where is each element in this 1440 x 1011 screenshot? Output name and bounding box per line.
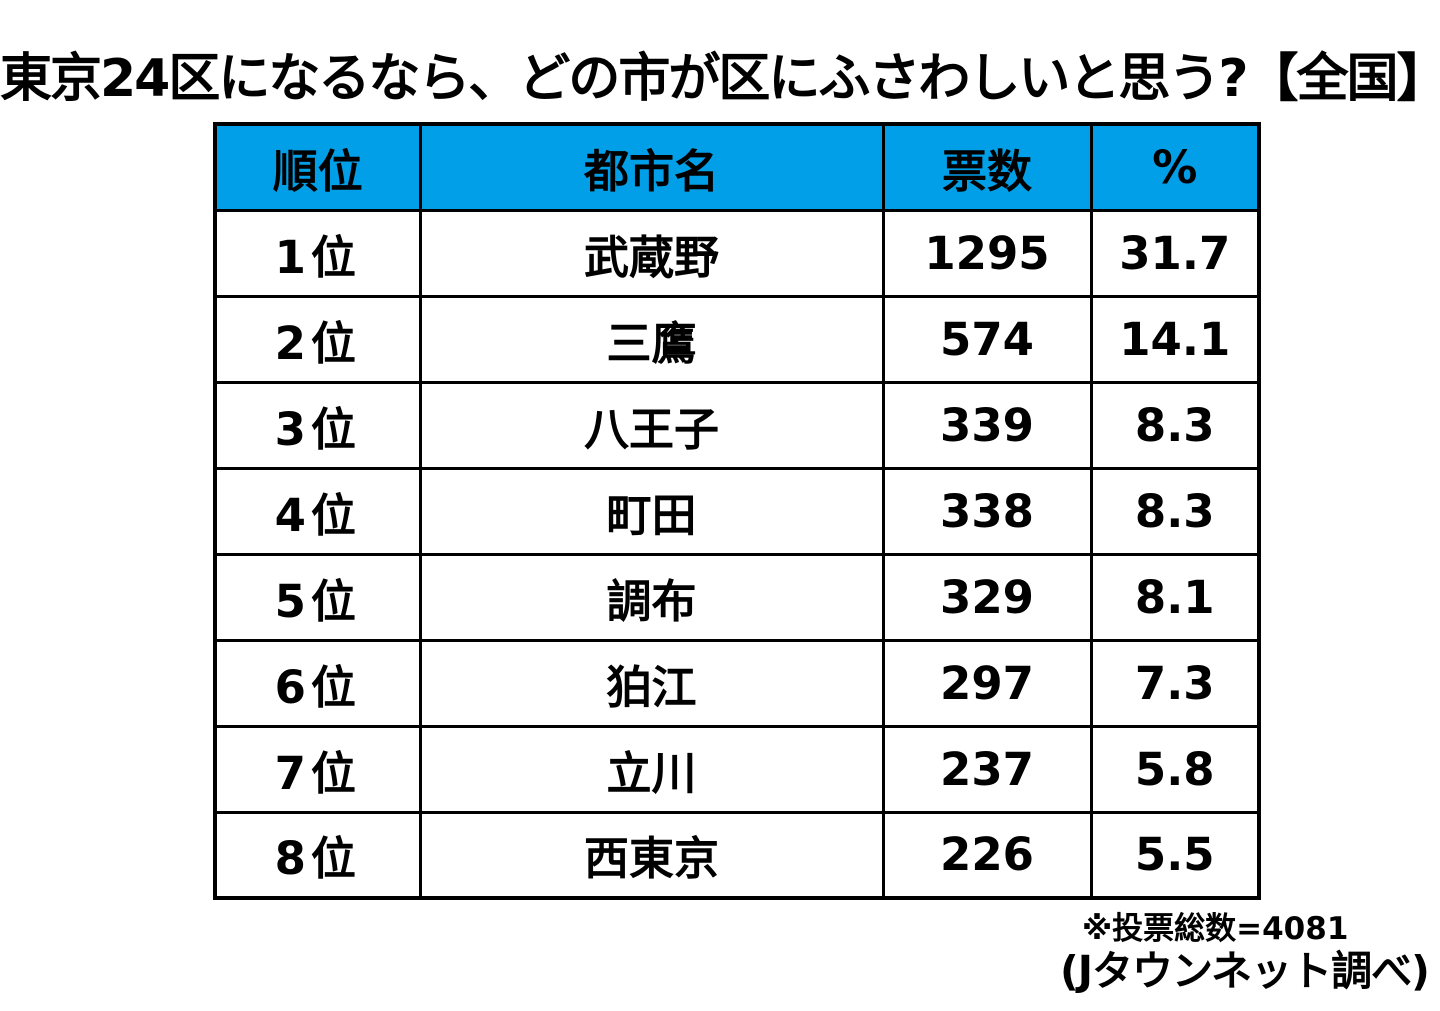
table-row: 4位 町田 338 8.3	[213, 466, 1261, 556]
votes-cell: 338	[881, 466, 1093, 556]
rank-cell: 8位	[213, 810, 422, 900]
rank-cell: 2位	[213, 294, 422, 384]
rank-cell: 3位	[213, 380, 422, 470]
city-cell: 狛江	[418, 638, 885, 728]
header-rank: 順位	[213, 122, 422, 212]
percent-cell: 5.5	[1089, 810, 1261, 900]
votes-cell: 226	[881, 810, 1093, 900]
table-row: 3位 八王子 339 8.3	[213, 380, 1261, 470]
votes-cell: 574	[881, 294, 1093, 384]
table-row: 8位 西東京 226 5.5	[213, 810, 1261, 900]
table-row: 7位 立川 237 5.8	[213, 724, 1261, 814]
votes-cell: 237	[881, 724, 1093, 814]
city-cell: 調布	[418, 552, 885, 642]
city-cell: 三鷹	[418, 294, 885, 384]
city-cell: 八王子	[418, 380, 885, 470]
rank-cell: 1位	[213, 208, 422, 298]
header-city: 都市名	[418, 122, 885, 212]
percent-cell: 8.1	[1089, 552, 1261, 642]
table-row: 2位 三鷹 574 14.1	[213, 294, 1261, 384]
page-title: 東京24区になるなら、どの市が区にふさわしいと思う?【全国】	[0, 49, 1440, 109]
footnote-total-votes: ※投票総数=4081	[1082, 911, 1349, 947]
votes-cell: 297	[881, 638, 1093, 728]
votes-cell: 339	[881, 380, 1093, 470]
city-cell: 町田	[418, 466, 885, 556]
rank-cell: 7位	[213, 724, 422, 814]
table-row: 5位 調布 329 8.1	[213, 552, 1261, 642]
votes-cell: 329	[881, 552, 1093, 642]
percent-cell: 5.8	[1089, 724, 1261, 814]
footnote-source: (Jタウンネット調べ)	[1060, 946, 1430, 995]
percent-cell: 7.3	[1089, 638, 1261, 728]
table-row: 6位 狛江 297 7.3	[213, 638, 1261, 728]
header-votes: 票数	[881, 122, 1093, 212]
rank-cell: 6位	[213, 638, 422, 728]
city-cell: 立川	[418, 724, 885, 814]
table-row: 1位 武蔵野 1295 31.7	[213, 208, 1261, 298]
city-cell: 武蔵野	[418, 208, 885, 298]
percent-cell: 31.7	[1089, 208, 1261, 298]
rank-cell: 5位	[213, 552, 422, 642]
rank-cell: 4位	[213, 466, 422, 556]
header-percent: %	[1089, 122, 1261, 212]
footnote: ※投票総数=4081 (Jタウンネット調べ)	[1060, 911, 1430, 995]
votes-cell: 1295	[881, 208, 1093, 298]
percent-cell: 8.3	[1089, 466, 1261, 556]
percent-cell: 8.3	[1089, 380, 1261, 470]
percent-cell: 14.1	[1089, 294, 1261, 384]
table-header-row: 順位 都市名 票数 %	[213, 122, 1261, 212]
city-cell: 西東京	[418, 810, 885, 900]
ranking-table: 順位 都市名 票数 % 1位 武蔵野 1295 31.7 2位 三鷹 574 1…	[213, 122, 1261, 900]
